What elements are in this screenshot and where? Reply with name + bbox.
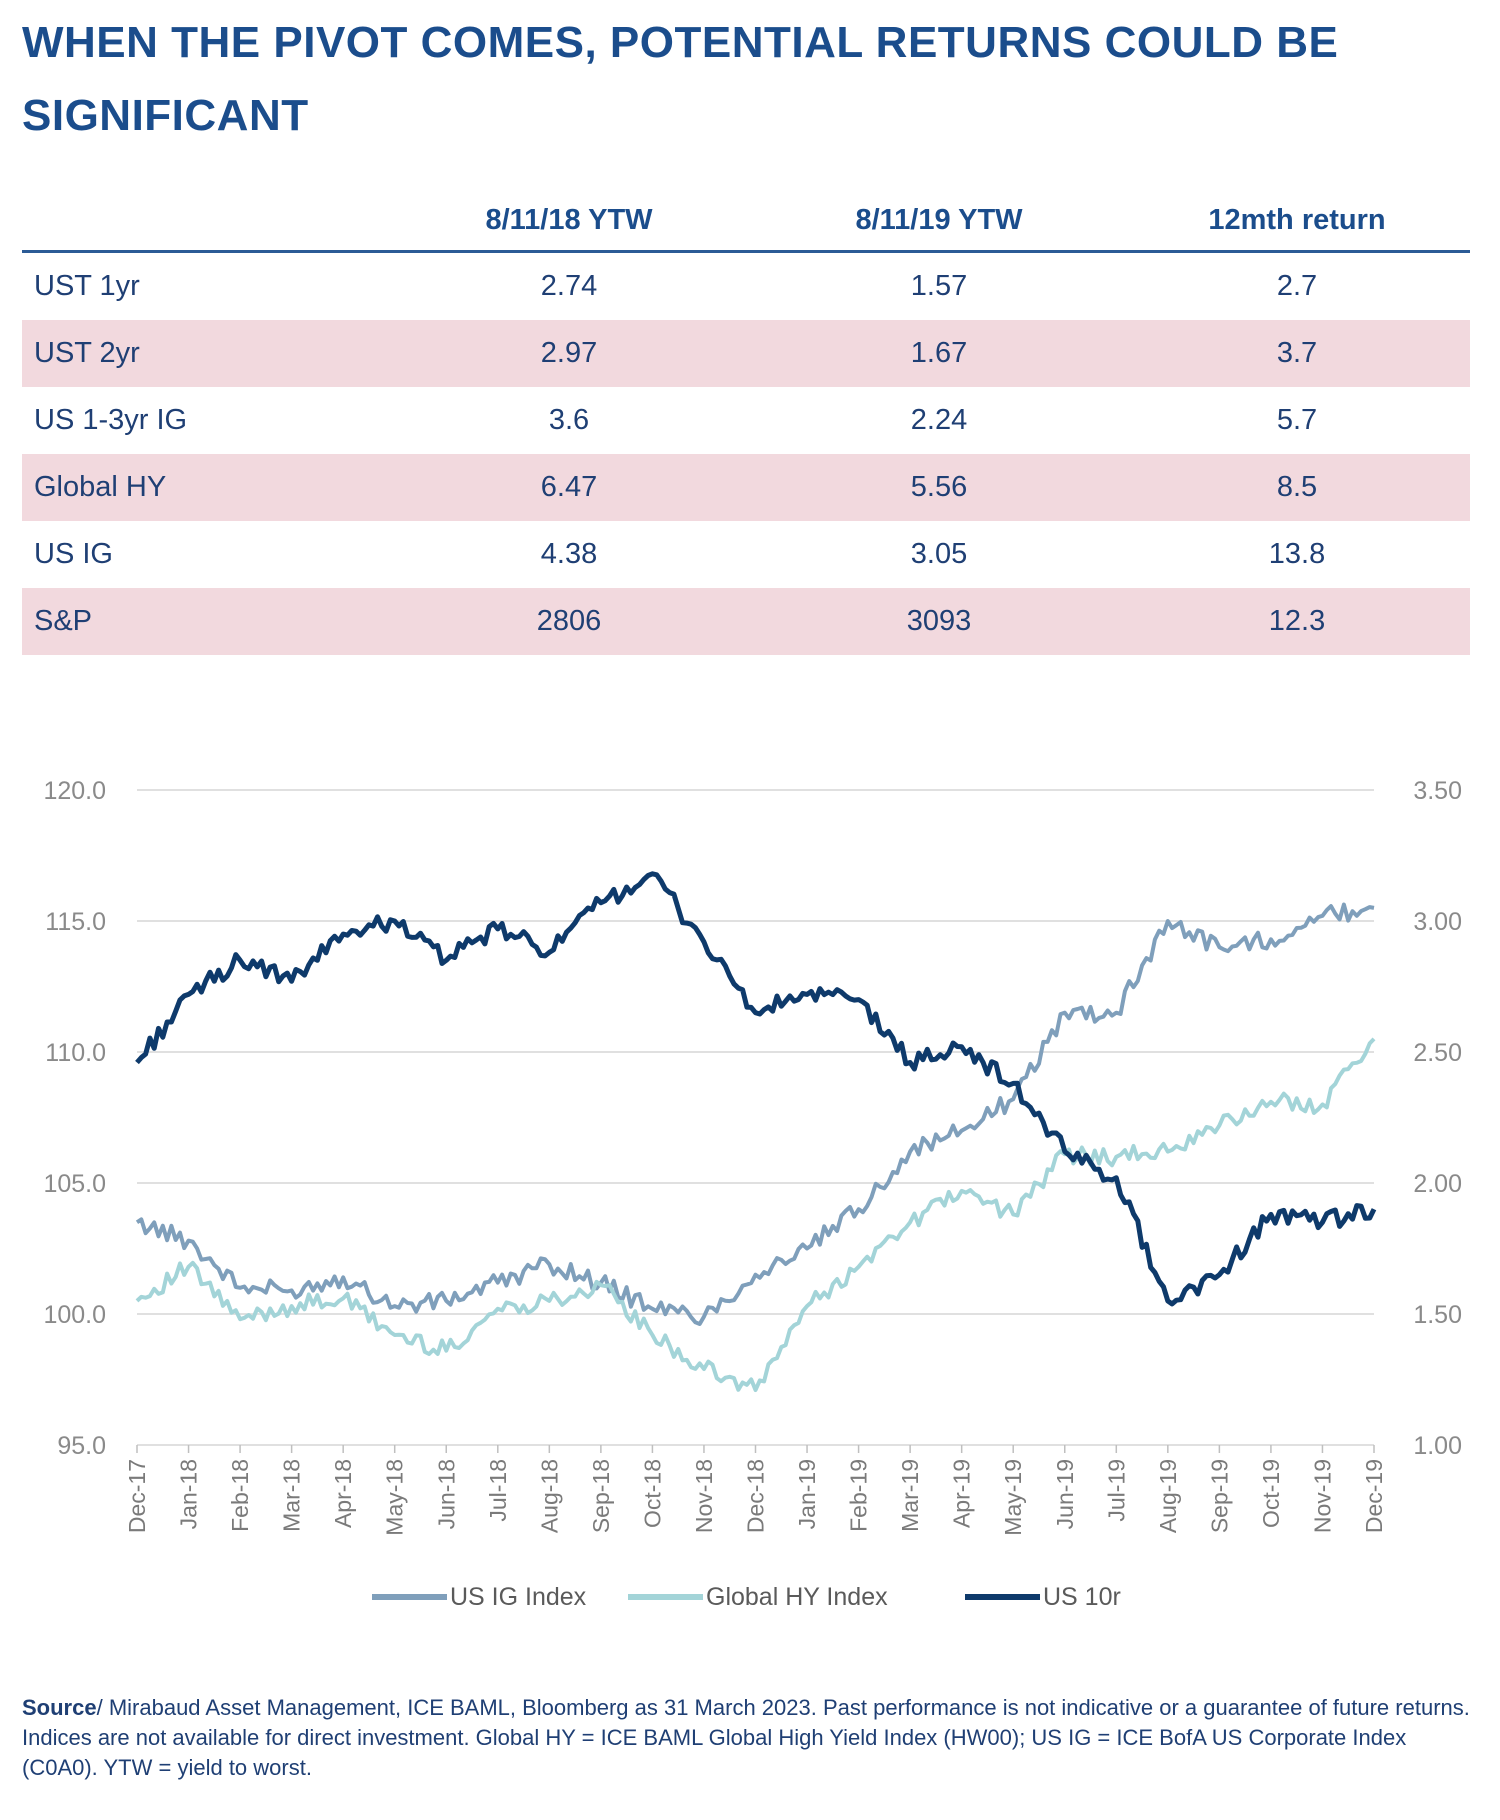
table-row: Global HY 6.47 5.56 8.5 xyxy=(22,454,1470,521)
cell-return: 12.3 xyxy=(1268,605,1326,637)
x-tick-label: Dec-18 xyxy=(743,1459,769,1533)
series-line-us-ig-index xyxy=(135,902,1375,1326)
cell-ytw-2018: 2.97 xyxy=(540,337,598,369)
row-label: Global HY xyxy=(34,471,167,503)
x-tick-label: Nov-18 xyxy=(691,1459,717,1533)
source-text: / Mirabaud Asset Management, ICE BAML, B… xyxy=(22,1695,1470,1780)
x-tick-label: Dec-19 xyxy=(1361,1459,1387,1533)
table-row: UST 1yr 2.74 1.57 2.7 xyxy=(22,253,1470,320)
cell-return: 5.7 xyxy=(1276,404,1318,436)
x-tick-label: May-19 xyxy=(1000,1459,1026,1536)
table-header-row: 8/11/18 YTW 8/11/19 YTW 12mth return xyxy=(22,190,1470,253)
y-right-tick-label: 2.50 xyxy=(1413,1039,1462,1067)
x-tick-label: Jul-19 xyxy=(1103,1459,1129,1522)
y-left-tick-label: 95.0 xyxy=(57,1432,106,1460)
table-row: UST 2yr 2.97 1.67 3.7 xyxy=(22,320,1470,387)
row-label: UST 2yr xyxy=(34,337,140,369)
cell-ytw-2019: 5.56 xyxy=(910,471,968,503)
x-tick-label: Oct-19 xyxy=(1258,1459,1284,1528)
x-tick-label: Feb-18 xyxy=(227,1459,253,1532)
x-tick-label: Oct-18 xyxy=(639,1459,665,1528)
x-tick-label: Apr-19 xyxy=(949,1459,975,1528)
cell-ytw-2019: 3093 xyxy=(906,605,972,637)
table-row: US 1-3yr IG 3.6 2.24 5.7 xyxy=(22,387,1470,454)
x-tick-label: Aug-18 xyxy=(536,1459,562,1533)
page-title: WHEN THE PIVOT COMES, POTENTIAL RETURNS … xyxy=(22,18,1339,140)
y-right-tick-label: 2.00 xyxy=(1413,1170,1462,1198)
source-label: Source xyxy=(22,1695,97,1720)
cell-ytw-2018: 2.74 xyxy=(540,270,598,302)
legend-label: Global HY Index xyxy=(706,1583,888,1611)
table-header-ytw-2019: 8/11/19 YTW xyxy=(855,203,1023,236)
x-tick-label: Sep-18 xyxy=(588,1459,614,1533)
y-left-tick-label: 120.0 xyxy=(43,777,106,805)
x-tick-label: Sep-19 xyxy=(1206,1459,1232,1533)
x-tick-label: Feb-19 xyxy=(846,1459,872,1532)
row-label: S&P xyxy=(34,605,93,637)
x-tick-label: Nov-19 xyxy=(1309,1459,1335,1533)
legend-label: US 10r xyxy=(1043,1583,1121,1611)
x-tick-label: Jan-18 xyxy=(176,1459,202,1529)
y-right-tick-label: 1.50 xyxy=(1413,1301,1462,1329)
cell-return: 8.5 xyxy=(1276,471,1318,503)
x-tick-label: Mar-19 xyxy=(897,1459,923,1532)
cell-return: 2.7 xyxy=(1276,270,1318,302)
x-tick-label: Jul-18 xyxy=(485,1459,511,1522)
x-tick-label: Jan-19 xyxy=(794,1459,820,1529)
x-tick-label: Aug-19 xyxy=(1155,1459,1181,1533)
cell-ytw-2019: 1.57 xyxy=(910,270,968,302)
cell-return: 13.8 xyxy=(1268,538,1326,570)
cell-ytw-2018: 4.38 xyxy=(540,538,598,570)
x-tick-label: May-18 xyxy=(382,1459,408,1536)
y-left-tick-label: 110.0 xyxy=(45,1039,106,1067)
series-line-global-hy-index xyxy=(135,1037,1376,1392)
y-right-tick-label: 3.00 xyxy=(1413,908,1462,936)
x-tick-label: Apr-18 xyxy=(330,1459,356,1528)
table-row: S&P 2806 3093 12.3 xyxy=(22,588,1470,655)
table-row: US IG 4.38 3.05 13.8 xyxy=(22,521,1470,588)
x-tick-label: Jun-18 xyxy=(433,1459,459,1529)
cell-ytw-2018: 3.6 xyxy=(548,404,590,436)
table-header-return: 12mth return xyxy=(1208,203,1386,236)
line-chart: 95.0 1.00 100.0 1.50 105.0 2.00 110.0 2.50 115.0… xyxy=(43,777,1462,1611)
yield-table: 8/11/18 YTW 8/11/19 YTW 12mth return UST… xyxy=(22,190,1470,655)
source-note: Source/ Mirabaud Asset Management, ICE B… xyxy=(22,1693,1472,1783)
cell-ytw-2019: 1.67 xyxy=(910,337,968,369)
x-tick-label: Jun-19 xyxy=(1052,1459,1078,1529)
y-right-tick-label: 1.00 xyxy=(1413,1432,1462,1460)
cell-return: 3.7 xyxy=(1276,337,1318,369)
row-label: US IG xyxy=(34,538,113,570)
cell-ytw-2019: 3.05 xyxy=(910,538,968,570)
x-tick-label: Mar-18 xyxy=(279,1459,305,1532)
table-header-ytw-2018: 8/11/18 YTW xyxy=(485,203,653,236)
cell-ytw-2018: 2806 xyxy=(536,605,602,637)
y-left-tick-label: 105.0 xyxy=(43,1170,106,1198)
cell-ytw-2018: 6.47 xyxy=(540,471,598,503)
y-right-tick-label: 3.50 xyxy=(1413,777,1462,805)
y-left-tick-label: 115.0 xyxy=(45,908,106,936)
y-left-tick-label: 100.0 xyxy=(43,1301,106,1329)
legend-label: US IG Index xyxy=(450,1583,587,1611)
series-line-us-10r xyxy=(135,871,1377,1307)
cell-ytw-2019: 2.24 xyxy=(910,404,968,436)
row-label: US 1-3yr IG xyxy=(34,404,188,436)
row-label: UST 1yr xyxy=(34,270,140,302)
x-tick-label: Dec-17 xyxy=(124,1459,150,1533)
